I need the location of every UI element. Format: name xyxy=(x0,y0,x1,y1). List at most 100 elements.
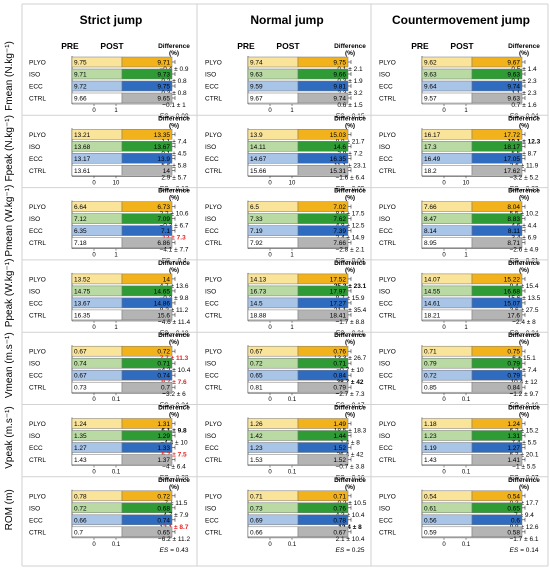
x-tick-label: 1 xyxy=(464,108,468,114)
post-value: 15.07 xyxy=(504,300,521,307)
post-value: 0.71 xyxy=(333,493,346,500)
pre-value: 0.85 xyxy=(424,385,437,392)
difference-value: 15.6 ± 13.5 xyxy=(508,295,541,302)
group-label: ECC xyxy=(205,517,219,524)
x-tick-label: 1 xyxy=(464,253,468,259)
group-label: PLYO xyxy=(29,349,46,356)
post-value: 8.11 xyxy=(508,228,521,235)
x-tick-label: 10 xyxy=(463,180,470,186)
post-value: 17.62 xyxy=(504,168,521,175)
pre-value: 0.72 xyxy=(74,505,87,512)
difference-value: −1.6 ± 6.4 xyxy=(335,174,364,181)
post-value: 9.71 xyxy=(157,60,170,67)
difference-value: 10.1 ± 12.3 xyxy=(508,138,541,145)
group-label: CTRL xyxy=(205,168,222,175)
x-tick-label: 1 xyxy=(290,325,294,331)
post-value: 1.29 xyxy=(157,433,170,440)
group-label: ECC xyxy=(29,373,43,380)
group-label: PLYO xyxy=(29,204,46,211)
group-label: ECC xyxy=(205,228,219,235)
es-value: = 0.21 xyxy=(346,330,365,337)
x-tick-label: 1 xyxy=(114,108,118,114)
group-label: PLYO xyxy=(205,349,222,356)
pre-value: 0.73 xyxy=(74,385,87,392)
group-label: PLYO xyxy=(29,60,46,67)
x-tick-label: 0.1 xyxy=(112,542,121,548)
group-label: PLYO xyxy=(379,349,396,356)
difference-value: 0.1 ± 4.5 xyxy=(161,150,187,157)
difference-value: 12 ± 7.3 xyxy=(162,235,186,242)
pre-value: 0.56 xyxy=(424,517,437,524)
post-value: 14 xyxy=(163,168,171,175)
x-tick-label: 0 xyxy=(92,108,96,114)
difference-value: −4.7 ± 7.9 xyxy=(159,512,188,519)
difference-unit: (%) xyxy=(169,339,179,346)
group-label: PLYO xyxy=(379,421,396,428)
group-label: CTRL xyxy=(379,312,396,319)
difference-value: −0.7 ± 10 xyxy=(336,367,364,374)
group-label: ISO xyxy=(29,288,40,295)
x-tick-label: 0.1 xyxy=(288,470,297,476)
post-value: 13.67 xyxy=(154,144,171,151)
difference-header: Difference xyxy=(508,260,540,267)
difference-value: 8.7 ± 15.9 xyxy=(336,295,365,302)
es-value: = 0.15 xyxy=(346,113,365,120)
difference-unit: (%) xyxy=(519,339,529,346)
post-value: 7.09 xyxy=(157,216,170,223)
post-value: 1.33 xyxy=(157,445,170,452)
difference-value: 10.4 ± 12 xyxy=(510,379,537,386)
effect-size: ES = 0.07 xyxy=(510,475,539,482)
x-tick-label: 1 xyxy=(290,253,294,259)
post-value: 7.1 xyxy=(161,228,170,235)
group-label: PLYO xyxy=(205,276,222,283)
post-value: 0.65 xyxy=(157,529,170,536)
post-value: 18.41 xyxy=(330,312,347,319)
pre-value: 0.69 xyxy=(250,517,263,524)
group-label: PLYO xyxy=(29,493,46,500)
measure-block: ROM (m)Difference(%)PLYO 0.78 0.72−7 ± 11.… xyxy=(4,476,548,554)
difference-header: Difference xyxy=(334,332,366,339)
difference-header: Difference xyxy=(508,332,540,339)
es-value: = 0.04 xyxy=(346,258,365,265)
post-value: 8.04 xyxy=(507,204,520,211)
pre-value: 0.59 xyxy=(424,529,437,536)
difference-value: 2.1 ± 10.4 xyxy=(336,536,365,543)
x-tick-label: 0 xyxy=(92,470,96,476)
x-tick-label: 0 xyxy=(92,542,96,548)
pre-value: 17.3 xyxy=(424,144,437,151)
post-value: 0.71 xyxy=(157,361,170,368)
post-value: 0.72 xyxy=(157,493,170,500)
group-label: CTRL xyxy=(205,457,222,464)
difference-unit: (%) xyxy=(519,267,529,274)
group-label: PLYO xyxy=(379,204,396,211)
post-value: 0.6 xyxy=(511,517,520,524)
pre-value: 13.9 xyxy=(250,132,263,139)
difference-value: 13.3 ± 26.7 xyxy=(334,355,367,362)
pre-value: 9.63 xyxy=(250,72,263,79)
group-label: CTRL xyxy=(29,240,46,247)
es-value: = 0.14 xyxy=(520,547,539,554)
difference-value: 2.4 ± 14.9 xyxy=(336,235,365,242)
pre-value: 8.95 xyxy=(424,240,437,247)
difference-value: 4.6 ± 4.4 xyxy=(511,223,537,230)
difference-unit: (%) xyxy=(519,412,529,419)
group-label: ISO xyxy=(379,288,390,295)
difference-header: Difference xyxy=(334,405,366,412)
measure-label: Ppeak (W.kg⁻¹) xyxy=(4,259,15,328)
x-tick-label: 0 xyxy=(268,180,272,186)
difference-value: 6.2 ± 15.2 xyxy=(510,428,539,435)
es-value: = 0.16 xyxy=(346,475,365,482)
es-value: = 0.18 xyxy=(170,330,189,337)
pre-value: 1.18 xyxy=(424,421,437,428)
measure-rows: Fmean (N.kg⁻¹) PRE POST Difference(%)PLYO 9.… xyxy=(4,41,548,554)
group-label: ECC xyxy=(29,228,43,235)
difference-header: Difference xyxy=(508,405,540,412)
difference-unit: (%) xyxy=(169,412,179,419)
difference-value: 5.6 ± 5.8 xyxy=(161,162,187,169)
difference-value: 8.2 ± 11.2 xyxy=(160,307,189,314)
measure-block: Ppeak (W.kg⁻¹) Difference(%)PLYO 13.52 144.… xyxy=(4,259,548,337)
pre-value: 14.75 xyxy=(74,288,91,295)
difference-header: Difference xyxy=(158,43,190,50)
